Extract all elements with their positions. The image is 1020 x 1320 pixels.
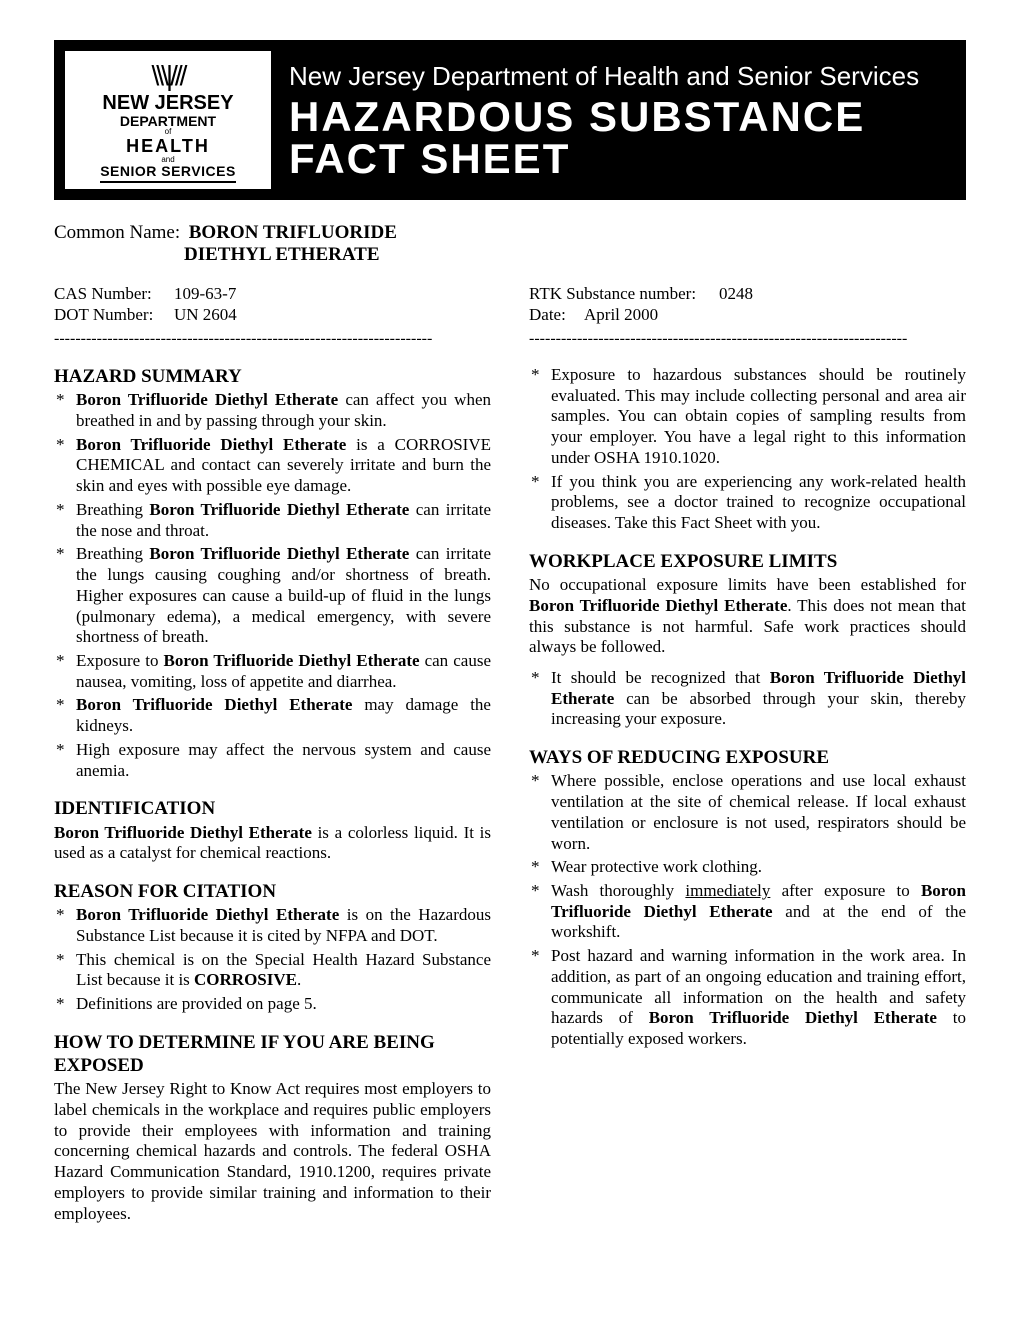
- hazard-summary-list: Boron Trifluoride Diethyl Etherate can a…: [54, 390, 491, 781]
- t: CORROSIVE: [194, 970, 297, 989]
- t: Boron Trifluoride Diethyl Etherate: [76, 390, 338, 409]
- rtk-value: 0248: [719, 284, 753, 305]
- list-item: If you think you are experiencing any wo…: [529, 472, 966, 534]
- left-meta: CAS Number: 109-63-7 DOT Number: UN 2604: [54, 284, 491, 325]
- list-item: It should be recognized that Boron Trifl…: [529, 668, 966, 730]
- cas-value: 109-63-7: [174, 284, 236, 305]
- reason-heading: REASON FOR CITATION: [54, 880, 491, 903]
- limits-heading: WORKPLACE EXPOSURE LIMITS: [529, 550, 966, 573]
- logo-health: HEALTH: [126, 137, 210, 156]
- common-name-value-1: BORON TRIFLUORIDE: [189, 222, 397, 243]
- identification-text: Boron Trifluoride Diethyl Etherate is a …: [54, 823, 491, 864]
- logo-senior: SENIOR SERVICES: [100, 164, 236, 183]
- list-item: Exposure to hazardous substances should …: [529, 365, 966, 469]
- dot-label: DOT Number:: [54, 305, 174, 326]
- t: High exposure may affect the nervous sys…: [76, 740, 491, 780]
- determine-heading: HOW TO DETERMINE IF YOU ARE BEING EXPOSE…: [54, 1031, 491, 1077]
- t: Boron Trifluoride Diethyl Etherate: [649, 1008, 937, 1027]
- list-item: Boron Trifluoride Diethyl Etherate is on…: [54, 905, 491, 946]
- limits-list: It should be recognized that Boron Trifl…: [529, 668, 966, 730]
- date-label: Date:: [529, 305, 584, 326]
- columns: CAS Number: 109-63-7 DOT Number: UN 2604…: [54, 284, 966, 1234]
- list-item: Definitions are provided on page 5.: [54, 994, 491, 1015]
- t: .: [297, 970, 301, 989]
- nj-seal-icon: \\\|/// NEW JERSEY DEPARTMENT of HEALTH …: [73, 57, 263, 187]
- right-dashline: ----------------------------------------…: [529, 329, 966, 349]
- hazard-summary-heading: HAZARD SUMMARY: [54, 365, 491, 388]
- t: Breathing: [76, 544, 149, 563]
- reducing-list: Where possible, enclose operations and u…: [529, 771, 966, 1050]
- list-item: Wear protective work clothing.: [529, 857, 966, 878]
- common-name: Common Name: BORON TRIFLUORIDE DIETHYL E…: [54, 222, 966, 266]
- t: Boron Trifluoride Diethyl Etherate: [54, 823, 312, 842]
- t: Boron Trifluoride Diethyl Etherate: [76, 905, 339, 924]
- list-item: Post hazard and warning information in t…: [529, 946, 966, 1050]
- identification-heading: IDENTIFICATION: [54, 797, 491, 820]
- banner-title-1: HAZARDOUS SUBSTANCE: [289, 96, 919, 138]
- right-meta: RTK Substance number: 0248 Date: April 2…: [529, 284, 966, 325]
- t: Breathing: [76, 500, 149, 519]
- t: after exposure to: [770, 881, 921, 900]
- t: Wash thoroughly: [551, 881, 685, 900]
- list-item: Where possible, enclose operations and u…: [529, 771, 966, 854]
- list-item: Boron Trifluoride Diethyl Etherate can a…: [54, 390, 491, 431]
- cas-label: CAS Number:: [54, 284, 174, 305]
- t: Exposure to: [76, 651, 164, 670]
- t: Boron Trifluoride Diethyl Etherate: [529, 596, 787, 615]
- sun-icon: \\\|///: [152, 61, 185, 90]
- common-name-value-2: DIETHYL ETHERATE: [184, 244, 966, 266]
- t: immediately: [685, 881, 770, 900]
- limits-text: No occupational exposure limits have bee…: [529, 575, 966, 658]
- banner-title-2: FACT SHEET: [289, 138, 919, 180]
- rtk-label: RTK Substance number:: [529, 284, 719, 305]
- list-item: Boron Trifluoride Diethyl Etherate may d…: [54, 695, 491, 736]
- t: Boron Trifluoride Diethyl Etherate: [76, 435, 346, 454]
- list-item: Wash thoroughly immediately after exposu…: [529, 881, 966, 943]
- t: Boron Trifluoride Diethyl Etherate: [149, 544, 409, 563]
- list-item: Breathing Boron Trifluoride Diethyl Ethe…: [54, 544, 491, 648]
- dot-value: UN 2604: [174, 305, 237, 326]
- spacer: [529, 349, 966, 363]
- date-value: April 2000: [584, 305, 658, 326]
- header-banner: \\\|/// NEW JERSEY DEPARTMENT of HEALTH …: [54, 40, 966, 200]
- common-name-label: Common Name:: [54, 222, 184, 244]
- reducing-heading: WAYS OF REDUCING EXPOSURE: [529, 746, 966, 769]
- list-item: Breathing Boron Trifluoride Diethyl Ethe…: [54, 500, 491, 541]
- t: Boron Trifluoride Diethyl Etherate: [149, 500, 409, 519]
- determine-text: The New Jersey Right to Know Act require…: [54, 1079, 491, 1224]
- right-intro-list: Exposure to hazardous substances should …: [529, 365, 966, 534]
- t: Boron Trifluoride Diethyl Etherate: [164, 651, 420, 670]
- logo-nj: NEW JERSEY: [102, 93, 233, 114]
- banner-text: New Jersey Department of Health and Seni…: [289, 61, 919, 180]
- nj-logo: \\\|/// NEW JERSEY DEPARTMENT of HEALTH …: [65, 51, 271, 189]
- left-dashline: ----------------------------------------…: [54, 329, 491, 349]
- t: Boron Trifluoride Diethyl Etherate: [76, 695, 352, 714]
- list-item: High exposure may affect the nervous sys…: [54, 740, 491, 781]
- reason-list: Boron Trifluoride Diethyl Etherate is on…: [54, 905, 491, 1015]
- t: No occupational exposure limits have bee…: [529, 575, 966, 594]
- list-item: Exposure to Boron Trifluoride Diethyl Et…: [54, 651, 491, 692]
- right-column: RTK Substance number: 0248 Date: April 2…: [529, 284, 966, 1234]
- logo-dept: DEPARTMENT: [120, 114, 216, 129]
- list-item: This chemical is on the Special Health H…: [54, 950, 491, 991]
- page: \\\|/// NEW JERSEY DEPARTMENT of HEALTH …: [0, 0, 1020, 1294]
- list-item: Boron Trifluoride Diethyl Etherate is a …: [54, 435, 491, 497]
- left-column: CAS Number: 109-63-7 DOT Number: UN 2604…: [54, 284, 491, 1234]
- t: can be absorbed through your skin, there…: [551, 689, 966, 729]
- banner-dept-line: New Jersey Department of Health and Seni…: [289, 61, 919, 92]
- t: Definitions are provided on page 5.: [76, 994, 317, 1013]
- t: It should be recognized that: [551, 668, 770, 687]
